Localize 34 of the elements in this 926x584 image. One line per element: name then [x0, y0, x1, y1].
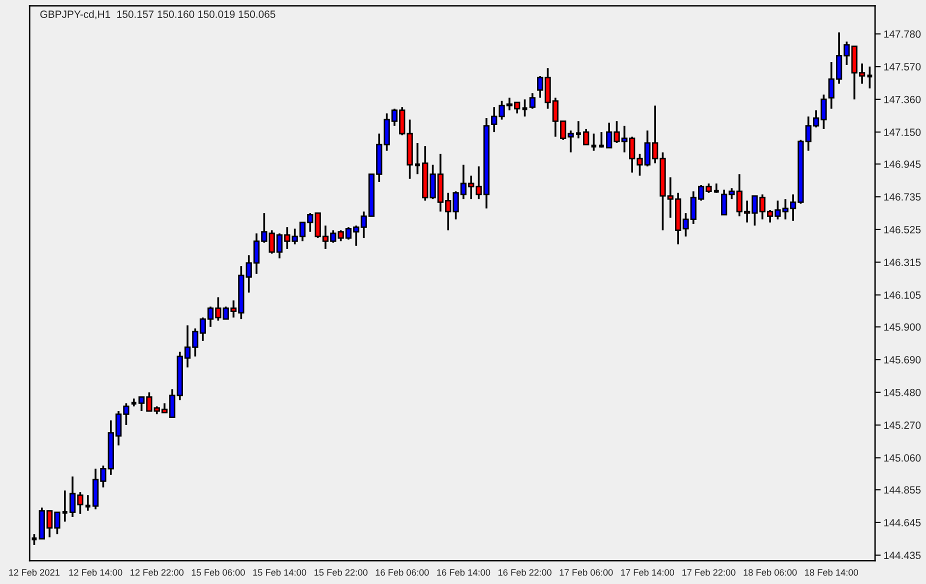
y-tick-label: 145.900 — [884, 323, 921, 331]
y-tick-label: 144.645 — [884, 518, 921, 526]
candlestick — [529, 92, 536, 110]
x-tick-label: 16 Feb 06:00 — [376, 568, 429, 576]
y-tick-label: 146.735 — [884, 193, 921, 201]
x-tick-label: 15 Feb 14:00 — [253, 568, 306, 576]
y-tick-label: 147.780 — [884, 30, 921, 38]
y-tick-label: 146.315 — [884, 258, 921, 266]
y-tick-label: 145.690 — [884, 356, 921, 364]
x-tick-label: 16 Feb 22:00 — [498, 568, 552, 576]
candlestick — [583, 128, 590, 146]
x-tick-label: 17 Feb 22:00 — [682, 568, 736, 576]
y-tick-label: 145.060 — [884, 454, 921, 462]
y-tick-label: 146.945 — [884, 160, 921, 168]
x-tick-label: 16 Feb 14:00 — [437, 568, 490, 576]
x-tick-label: 17 Feb 14:00 — [621, 568, 674, 576]
x-tick-label: 18 Feb 14:00 — [805, 568, 858, 576]
y-tick-label: 145.270 — [884, 422, 921, 429]
y-tick-label: 144.435 — [884, 552, 921, 560]
x-tick-label: 12 Feb 2021 — [9, 568, 60, 576]
x-tick-label: 15 Feb 06:00 — [192, 568, 245, 576]
chart-title: GBPJPY-cd,H1 150.157 150.160 150.019 150.065 — [40, 10, 276, 20]
y-tick-label: 147.570 — [884, 63, 921, 70]
y-tick-label: 146.105 — [884, 291, 921, 299]
y-tick-label: 146.525 — [884, 226, 921, 234]
x-tick-label: 18 Feb 06:00 — [744, 568, 797, 576]
y-tick-label: 145.480 — [884, 388, 921, 396]
y-tick-label: 144.855 — [884, 486, 921, 494]
x-tick-label: 12 Feb 22:00 — [130, 568, 184, 576]
y-tick-label: 147.150 — [884, 128, 921, 136]
x-tick-label: 15 Feb 22:00 — [314, 568, 368, 576]
x-tick-label: 12 Feb 14:00 — [69, 568, 122, 576]
y-tick-label: 147.360 — [884, 96, 921, 104]
x-tick-label: 17 Feb 06:00 — [560, 568, 613, 576]
